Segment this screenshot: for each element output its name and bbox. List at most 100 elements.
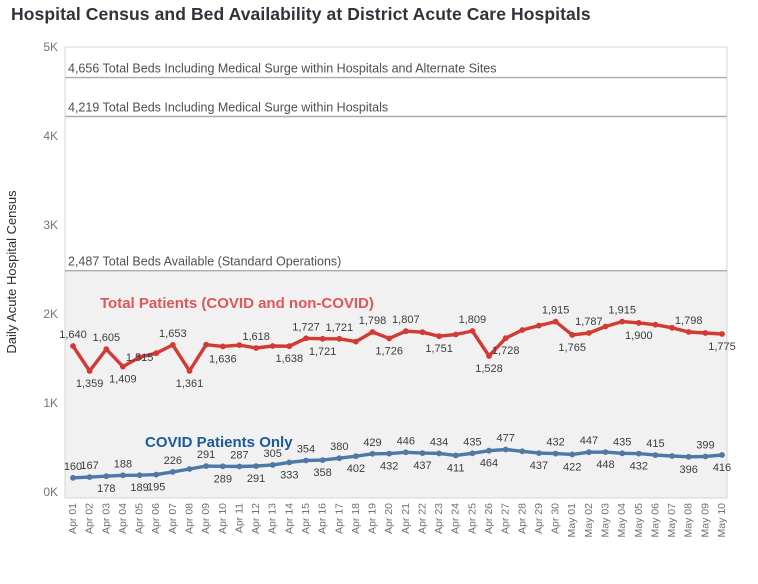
covid-only-point[interactable]: [635, 450, 642, 457]
total-patients-value-label: 1,528: [475, 363, 503, 375]
covid-only-point[interactable]: [586, 449, 592, 456]
total-patients-point[interactable]: [586, 330, 592, 336]
total-patients-point[interactable]: [286, 343, 293, 350]
total-patients-point[interactable]: [70, 343, 76, 349]
y-tick-label: 3K: [43, 218, 58, 232]
y-axis-title: Daily Acute Hospital Census: [4, 190, 19, 354]
x-tick-label: Apr 13: [267, 503, 279, 534]
total-patients-point[interactable]: [519, 327, 526, 333]
total-patients-point[interactable]: [619, 318, 626, 325]
x-tick-label: May 06: [649, 503, 661, 538]
covid-only-point[interactable]: [519, 448, 526, 455]
total-patients-point[interactable]: [236, 342, 243, 348]
total-patients-point[interactable]: [669, 324, 675, 331]
total-patients-point[interactable]: [569, 332, 576, 338]
total-patients-point[interactable]: [153, 350, 160, 357]
covid-only-point[interactable]: [236, 463, 243, 470]
total-patients-point[interactable]: [536, 322, 542, 329]
total-patients-point[interactable]: [602, 323, 609, 330]
covid-only-point[interactable]: [702, 453, 709, 460]
plot-area: 0K 1K 2K 3K 4K 5K 4,656 Total Beds Including M…: [43, 40, 735, 537]
total-patients-point[interactable]: [186, 368, 193, 374]
covid-only-point[interactable]: [353, 453, 359, 460]
covid-only-point[interactable]: [652, 452, 659, 458]
total-patients-point[interactable]: [502, 335, 509, 342]
covid-only-point[interactable]: [203, 463, 210, 469]
covid-only-point[interactable]: [70, 474, 76, 481]
covid-only-point[interactable]: [452, 452, 459, 459]
total-patients-value-label: 1,809: [459, 314, 487, 326]
covid-only-point[interactable]: [153, 471, 160, 478]
covid-only-point[interactable]: [502, 446, 509, 453]
total-patients-point[interactable]: [120, 363, 126, 370]
covid-only-value-label: 289: [214, 473, 232, 485]
covid-only-point[interactable]: [402, 449, 409, 456]
total-patients-point[interactable]: [253, 345, 259, 351]
covid-only-point[interactable]: [219, 463, 226, 470]
total-patients-point[interactable]: [269, 343, 276, 349]
total-patients-point[interactable]: [219, 343, 226, 350]
total-patients-point[interactable]: [702, 330, 709, 336]
covid-only-point[interactable]: [386, 450, 393, 457]
covid-only-point[interactable]: [436, 450, 442, 457]
covid-only-point[interactable]: [120, 472, 126, 479]
covid-only-point[interactable]: [536, 450, 542, 456]
total-patients-point[interactable]: [469, 328, 476, 334]
covid-only-point[interactable]: [569, 451, 576, 458]
total-patients-series: 1,640 1,359 1,605 1,409 1,515 1,653 1,361 1,636…: [59, 295, 736, 390]
covid-only-point[interactable]: [336, 455, 343, 462]
covid-only-point[interactable]: [103, 473, 110, 480]
total-patients-value-label: 1,807: [392, 314, 420, 326]
total-patients-point[interactable]: [369, 329, 376, 335]
total-patients-value-label: 1,727: [292, 321, 320, 333]
total-patients-point[interactable]: [685, 329, 692, 335]
total-patients-point[interactable]: [552, 318, 559, 325]
total-patients-point[interactable]: [103, 346, 110, 353]
total-patients-point[interactable]: [452, 331, 459, 338]
x-tick-label: Apr 07: [167, 503, 179, 534]
total-patients-value-label: 1,361: [176, 378, 204, 390]
total-patients-point[interactable]: [436, 333, 442, 340]
total-patients-point[interactable]: [719, 331, 725, 337]
covid-only-point[interactable]: [86, 474, 93, 480]
covid-only-point[interactable]: [136, 472, 143, 479]
covid-only-point[interactable]: [186, 466, 193, 472]
total-patients-point[interactable]: [386, 335, 393, 342]
covid-only-point[interactable]: [552, 450, 559, 457]
covid-only-point[interactable]: [669, 453, 675, 459]
covid-only-point[interactable]: [602, 449, 609, 455]
covid-only-point[interactable]: [619, 450, 626, 457]
covid-only-point[interactable]: [286, 459, 293, 466]
total-patients-point[interactable]: [203, 341, 210, 348]
total-patients-point[interactable]: [402, 328, 409, 335]
covid-only-point[interactable]: [269, 462, 276, 468]
total-patients-point[interactable]: [635, 320, 642, 326]
total-patients-point[interactable]: [136, 354, 143, 361]
total-patients-point[interactable]: [486, 353, 492, 359]
total-patients-point[interactable]: [652, 321, 659, 328]
covid-only-point[interactable]: [253, 463, 259, 469]
x-tick-label: Apr 03: [100, 503, 112, 534]
covid-only-point[interactable]: [303, 457, 309, 464]
total-patients-point[interactable]: [169, 342, 176, 348]
covid-only-point[interactable]: [319, 457, 326, 463]
x-tick-label: Apr 18: [350, 503, 362, 534]
covid-only-point[interactable]: [685, 453, 692, 460]
total-patients-point[interactable]: [419, 329, 426, 336]
covid-only-point[interactable]: [469, 450, 476, 457]
total-patients-value-label: 1,728: [492, 345, 520, 357]
covid-only-point[interactable]: [486, 447, 492, 454]
total-patients-point[interactable]: [303, 335, 309, 342]
total-patients-point[interactable]: [86, 368, 93, 374]
total-patients-point[interactable]: [336, 335, 343, 342]
x-tick-label: Apr 23: [433, 503, 445, 534]
total-patients-value-label: 1,638: [276, 353, 304, 365]
x-tick-label: Apr 21: [400, 503, 412, 534]
covid-only-point[interactable]: [369, 450, 376, 457]
total-patients-point[interactable]: [319, 335, 326, 342]
covid-only-point[interactable]: [719, 452, 725, 458]
covid-only-point[interactable]: [169, 469, 176, 475]
x-tick-label: Apr 15: [300, 503, 312, 534]
covid-only-point[interactable]: [419, 450, 426, 456]
total-patients-point[interactable]: [353, 338, 359, 345]
